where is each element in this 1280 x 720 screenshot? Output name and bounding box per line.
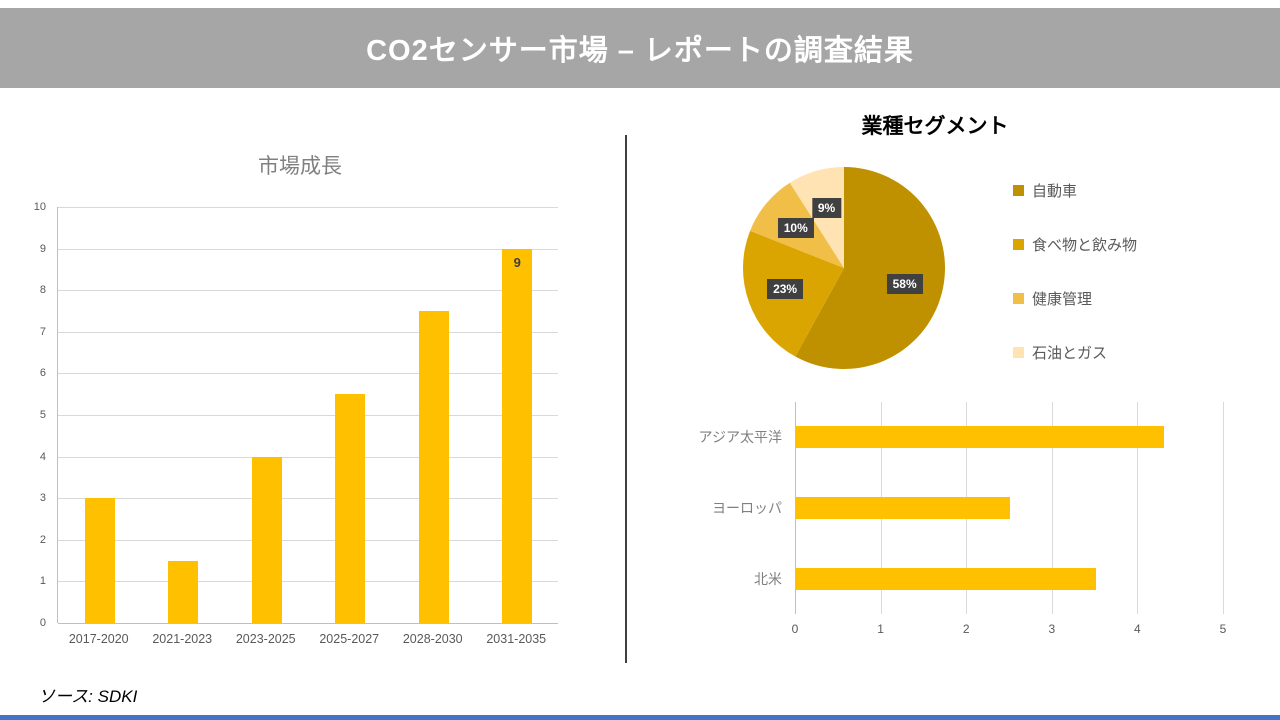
- gridline: [58, 456, 558, 458]
- gridline: [58, 248, 558, 250]
- market-growth-title: 市場成長: [258, 155, 342, 178]
- legend-label: 健康管理: [1032, 291, 1093, 308]
- y-tick-label: 5: [39, 409, 46, 421]
- x-tick-label: 3: [1048, 622, 1056, 636]
- y-tick-label: 2: [39, 533, 46, 546]
- y-category-label: アジア太平洋: [698, 429, 782, 446]
- y-tick-label: 3: [39, 492, 46, 505]
- legend-item: 健康管理: [1013, 288, 1137, 309]
- gridline: [58, 539, 558, 541]
- section-divider: [625, 135, 627, 663]
- y-category-label: 北米: [754, 570, 782, 587]
- gridline: [1051, 402, 1053, 614]
- gridline: [58, 207, 558, 208]
- bar-ヨーロッパ: [796, 497, 1010, 519]
- y-tick-label: 10: [33, 201, 46, 213]
- pie-percent-label: 58%: [886, 273, 923, 294]
- x-tick-label: 2023-2025: [235, 632, 296, 646]
- pie-wrap: 58% 23% 10% 9%: [741, 165, 947, 371]
- y-tick-label: 7: [39, 325, 46, 338]
- legend-label: 自動車: [1032, 183, 1078, 200]
- bar-北米: [796, 567, 1096, 590]
- market-growth-plot: 9: [57, 207, 558, 624]
- regional-xaxis: 0 1 2 3 4 5: [791, 622, 1227, 640]
- bar-data-label: 9: [513, 254, 521, 270]
- gridline: [1223, 402, 1224, 614]
- y-tick-label: 4: [39, 450, 46, 463]
- source-label: ソース:: [38, 687, 93, 706]
- bar-2028-2030: [418, 311, 449, 623]
- x-tick-label: 0: [791, 622, 799, 636]
- y-tick-label: 1: [39, 575, 46, 588]
- x-tick-label: 2021-2023: [152, 632, 213, 646]
- gridline: [58, 331, 558, 333]
- legend-label: 食べ物と飲み物: [1032, 237, 1138, 254]
- bar-2025-2027: [335, 394, 366, 623]
- bar-2017-2020: [84, 498, 115, 623]
- legend-swatch: [1013, 185, 1024, 196]
- bar-2031-2035: [502, 248, 533, 623]
- bar-2023-2025: [251, 456, 282, 623]
- pie-percent-label: 10%: [777, 218, 814, 239]
- y-tick-label: 9: [39, 242, 46, 255]
- legend-item: 石油とガス: [1013, 342, 1137, 363]
- gridline: [58, 498, 558, 500]
- pie-slice-自動車: [795, 167, 945, 369]
- pie-percent-label: 9%: [811, 197, 842, 218]
- gridline: [58, 373, 558, 375]
- x-tick-label: 2028-2030: [402, 632, 463, 646]
- bar-2021-2023: [168, 560, 199, 623]
- regional-plot: [795, 402, 1224, 614]
- pie-chart-title: 業種セグメント: [861, 115, 1009, 138]
- header-banner: CO2センサー市場 – レポートの調査結果: [0, 8, 1280, 88]
- x-tick-label: 1: [877, 622, 884, 636]
- x-tick-label: 2: [962, 622, 970, 636]
- regional-yaxis: アジア太平洋ヨーロッパ北米: [630, 402, 788, 614]
- legend-item: 食べ物と飲み物: [1013, 234, 1137, 255]
- y-tick-label: 6: [39, 367, 46, 380]
- x-tick-label: 2017-2020: [68, 632, 129, 646]
- source-note: ソース: SDKI: [38, 682, 137, 707]
- y-tick-label: 0: [39, 617, 46, 629]
- x-tick-label: 5: [1219, 622, 1227, 636]
- gridline: [58, 415, 558, 416]
- gridline: [1137, 402, 1139, 614]
- bottom-accent-bar: [0, 715, 1280, 720]
- gridline: [58, 290, 558, 292]
- legend-swatch: [1013, 347, 1024, 358]
- gridline: [795, 402, 796, 614]
- y-category-label: ヨーロッパ: [712, 500, 782, 516]
- pie-percent-label: 23%: [767, 279, 804, 300]
- x-tick-label: 4: [1134, 622, 1141, 636]
- legend-label: 石油とガス: [1032, 345, 1108, 362]
- page-title: CO2センサー市場 – レポートの調査結果: [366, 35, 914, 67]
- x-tick-label: 2031-2035: [486, 632, 547, 646]
- gridline: [58, 623, 558, 624]
- legend-swatch: [1013, 239, 1024, 250]
- bar-アジア太平洋: [796, 426, 1165, 449]
- market-growth-yaxis: 0 1 2 3 4 5 6 7 8 9 10: [10, 201, 52, 629]
- y-tick-label: 8: [39, 284, 46, 297]
- source-value: SDKI: [97, 687, 138, 706]
- pie-svg: [743, 167, 945, 369]
- pie-legend: 自動車食べ物と飲み物 健康管理石油とガス: [1013, 180, 1137, 363]
- market-growth-xaxis: 2017-2020 2021-2023 2023-2025 2025-2027 2028…: [57, 632, 558, 652]
- legend-item: 自動車: [1013, 180, 1137, 201]
- legend-swatch: [1013, 293, 1024, 304]
- x-tick-label: 2025-2027: [319, 632, 380, 646]
- gridline: [58, 581, 558, 583]
